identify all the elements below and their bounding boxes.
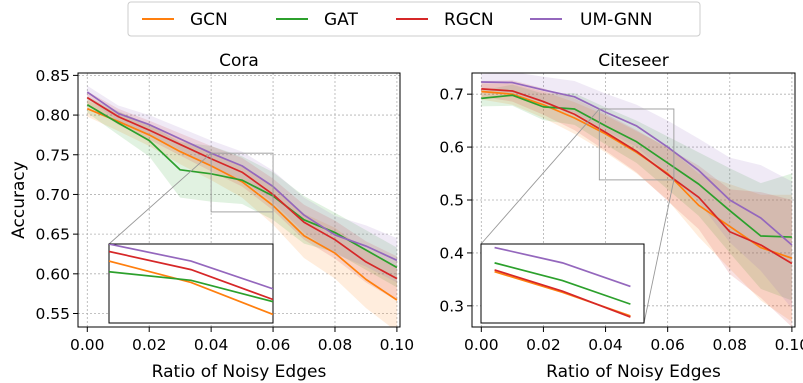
x-tick-label: 0.10	[775, 336, 803, 354]
chart-title: Cora	[219, 51, 259, 71]
legend-label-rgcn: RGCN	[444, 10, 494, 30]
legend-label-gcn: GCN	[190, 10, 228, 30]
inset	[108, 243, 274, 324]
x-tick-label: 0.02	[526, 336, 561, 354]
legend-label-gat: GAT	[324, 10, 358, 30]
legend-entry-gcn: GCN	[142, 10, 228, 30]
series-line-gcn	[86, 107, 398, 301]
y-tick-label: 0.75	[35, 146, 70, 164]
x-tick-label: 0.04	[588, 336, 623, 354]
series-line-rgcn	[481, 88, 793, 265]
x-axis-label: Ratio of Noisy Edges	[546, 362, 721, 382]
y-tick-label: 0.7	[439, 86, 464, 104]
y-axis-label: Accuracy	[9, 161, 29, 239]
band-rgcn	[481, 80, 792, 327]
x-tick-label: 0.00	[464, 336, 499, 354]
y-tick-label: 0.55	[35, 305, 70, 323]
series-line-um-gnn	[481, 81, 793, 246]
y-tick-label: 0.80	[35, 107, 70, 125]
chart-title: Citeseer	[598, 51, 668, 71]
zoom-connector	[643, 179, 675, 324]
y-tick-label: 0.65	[35, 226, 70, 244]
x-tick-label: 0.00	[70, 336, 105, 354]
inset-line-rgcn	[109, 250, 273, 301]
legend-label-um-gnn: UM-GNN	[580, 10, 652, 30]
x-tick-label: 0.06	[256, 336, 291, 354]
inset-line-gcn	[109, 260, 273, 316]
x-tick-label: 0.06	[650, 336, 685, 354]
inset-line-rgcn	[494, 269, 631, 318]
y-tick-label: 0.4	[439, 244, 464, 262]
y-tick-label: 0.6	[439, 139, 464, 157]
band-gat	[87, 96, 397, 288]
x-tick-label: 0.08	[318, 336, 353, 354]
legend-entry-rgcn: RGCN	[396, 10, 494, 30]
inset-line-um-gnn	[109, 244, 273, 290]
x-tick-label: 0.08	[713, 336, 748, 354]
x-axis-label: Ratio of Noisy Edges	[152, 362, 327, 382]
y-tick-label: 0.60	[35, 265, 70, 283]
zoom-connector	[108, 152, 212, 245]
legend: GCN GAT RGCN UM-GNN	[127, 1, 701, 37]
inset-plot	[494, 246, 631, 318]
plot-area	[86, 85, 398, 327]
inset	[480, 243, 645, 324]
inset-line-um-gnn	[494, 246, 631, 288]
band-um-gnn	[481, 73, 792, 309]
legend-entry-gat: GAT	[276, 10, 358, 30]
panel-citeseer: 0.00 0.02 0.04 0.06 0.08 0.10 0.3 0.4 0.5 0.6 0.7 C…	[439, 51, 803, 382]
inset-line-gat	[494, 262, 631, 305]
axes-frame	[77, 72, 401, 328]
inset-line-gat	[109, 270, 273, 303]
band-gcn	[481, 83, 792, 322]
band-um-gnn	[87, 85, 397, 283]
x-tick-label: 0.10	[380, 336, 415, 354]
band-gat	[481, 84, 792, 301]
zoom-region	[210, 152, 274, 213]
zoom-connector	[480, 108, 600, 245]
inset-frame	[108, 243, 274, 324]
inset-frame	[480, 243, 645, 324]
panel-cora: 0.00 0.02 0.04 0.06 0.08 0.10 0.55 0.60 0.65 0.70…	[9, 51, 414, 382]
series-line-rgcn	[86, 96, 398, 280]
y-tick-label: 0.3	[439, 297, 464, 315]
inset-plot	[109, 244, 273, 316]
y-tick-label: 0.5	[439, 192, 464, 210]
y-tick-label: 0.85	[35, 67, 70, 85]
plot-area	[481, 73, 793, 327]
y-tick-label: 0.70	[35, 186, 70, 204]
x-tick-label: 0.02	[132, 336, 167, 354]
zoom-region	[598, 108, 675, 181]
legend-entry-um-gnn: UM-GNN	[530, 10, 652, 30]
series-line-gat	[481, 94, 792, 238]
series-line-um-gnn	[86, 91, 398, 262]
x-tick-label: 0.04	[194, 336, 229, 354]
